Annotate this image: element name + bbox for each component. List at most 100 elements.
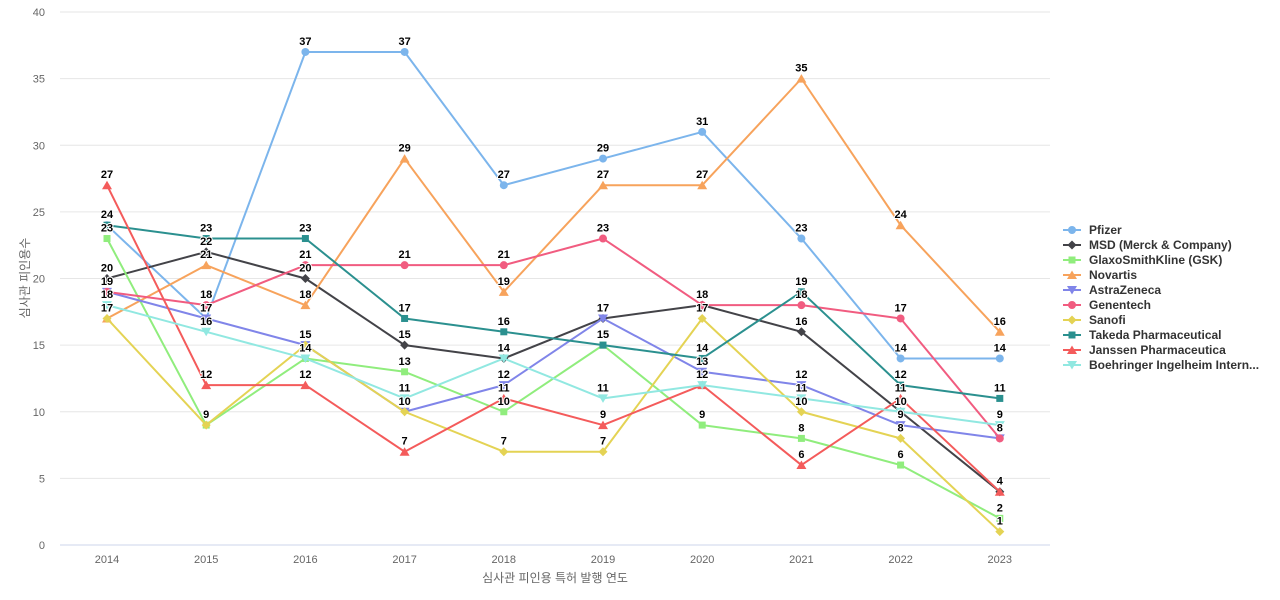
data-point-circle-icon[interactable] (599, 154, 607, 163)
data-point-circle-icon[interactable] (301, 47, 310, 56)
data-point-circle-icon[interactable] (698, 127, 707, 136)
data-point-square-icon[interactable] (103, 221, 111, 229)
data-point-triangle-down-icon[interactable] (498, 381, 509, 390)
data-point-diamond-icon[interactable] (796, 327, 806, 337)
series-line[interactable] (106, 237, 1001, 440)
data-point-triangle-icon[interactable] (994, 487, 1005, 496)
series-line[interactable] (106, 77, 1001, 333)
data-point-square-icon[interactable] (599, 341, 607, 349)
data-point-square-icon[interactable] (500, 408, 508, 416)
legend-item-boehringer-ingelheim-intern[interactable]: Boehringer Ingelheim Intern... (1062, 357, 1259, 372)
data-point-circle-icon[interactable] (400, 47, 409, 56)
data-point-triangle-icon[interactable] (498, 287, 509, 296)
data-point-square-icon[interactable] (301, 235, 309, 243)
data-point-circle-icon[interactable] (797, 234, 806, 243)
data-point-circle-icon[interactable] (202, 301, 211, 310)
data-point-triangle-down-icon[interactable] (697, 367, 708, 377)
data-point-triangle-icon[interactable] (201, 380, 212, 390)
data-point-circle-icon[interactable] (301, 261, 310, 270)
data-point-square-icon[interactable] (500, 328, 508, 336)
data-point-circle-icon[interactable] (896, 314, 905, 323)
data-point-diamond-icon[interactable] (796, 407, 806, 417)
data-point-diamond-icon[interactable] (201, 420, 211, 430)
data-point-diamond-icon[interactable] (896, 433, 906, 443)
data-point-triangle-down-icon[interactable] (102, 301, 112, 310)
data-point-triangle-icon[interactable] (300, 300, 311, 310)
legend-item-glaxosmithkline-gsk[interactable]: GlaxoSmithKline (GSK) (1062, 252, 1259, 267)
data-point-circle-icon[interactable] (499, 261, 508, 270)
data-point-circle-icon[interactable] (797, 301, 806, 310)
data-point-triangle-icon[interactable] (994, 327, 1005, 336)
data-point-square-icon[interactable] (103, 235, 111, 243)
series-line[interactable] (106, 184, 1001, 493)
data-point-triangle-down-icon[interactable] (201, 314, 212, 323)
data-point-diamond-icon[interactable] (300, 274, 310, 283)
legend-item-pfizer[interactable]: Pfizer (1062, 222, 1259, 237)
data-point-circle-icon[interactable] (698, 301, 707, 310)
data-point-square-icon[interactable] (698, 421, 706, 429)
data-point-diamond-icon[interactable] (400, 407, 410, 417)
legend-item-janssen-pharmaceutica[interactable]: Janssen Pharmaceutica (1062, 342, 1259, 357)
data-point-diamond-icon[interactable] (697, 313, 707, 323)
data-point-triangle-icon[interactable] (598, 180, 608, 190)
data-point-triangle-icon[interactable] (796, 460, 807, 470)
data-point-circle-icon[interactable] (896, 354, 905, 363)
data-point-square-icon[interactable] (996, 514, 1004, 522)
data-point-triangle-down-icon[interactable] (895, 421, 906, 430)
data-point-triangle-down-icon[interactable] (598, 314, 608, 323)
legend-item-sanofi[interactable]: Sanofi (1062, 312, 1259, 327)
data-point-square-icon[interactable] (797, 288, 805, 296)
data-point-square-icon[interactable] (996, 394, 1004, 402)
data-point-triangle-icon[interactable] (697, 180, 708, 190)
data-point-square-icon[interactable] (797, 434, 805, 442)
data-point-triangle-icon[interactable] (895, 393, 906, 403)
data-point-triangle-down-icon[interactable] (498, 354, 509, 363)
data-point-diamond-icon[interactable] (102, 313, 112, 323)
legend-item-takeda-pharmaceutical[interactable]: Takeda Pharmaceutical (1062, 327, 1259, 342)
data-point-triangle-down-icon[interactable] (399, 394, 410, 403)
data-point-square-icon[interactable] (202, 235, 210, 243)
data-point-triangle-down-icon[interactable] (994, 421, 1005, 430)
data-point-square-icon[interactable] (401, 368, 409, 376)
data-point-triangle-down-icon[interactable] (697, 381, 708, 390)
data-point-triangle-icon[interactable] (399, 447, 410, 456)
data-point-diamond-icon[interactable] (201, 247, 211, 257)
data-point-triangle-icon[interactable] (399, 154, 410, 163)
data-point-triangle-icon[interactable] (796, 74, 807, 83)
data-point-diamond-icon[interactable] (499, 447, 509, 457)
series-line[interactable] (106, 317, 1001, 533)
data-point-triangle-icon[interactable] (498, 393, 509, 403)
data-point-diamond-icon[interactable] (598, 447, 608, 457)
data-point-diamond-icon[interactable] (300, 340, 310, 350)
data-point-circle-icon[interactable] (400, 261, 409, 270)
data-point-circle-icon[interactable] (599, 234, 607, 243)
data-point-triangle-down-icon[interactable] (796, 394, 807, 403)
data-point-square-icon[interactable] (698, 354, 706, 362)
series-line[interactable] (106, 224, 1001, 400)
data-point-circle-icon[interactable] (103, 287, 111, 296)
data-point-circle-icon[interactable] (499, 181, 508, 190)
data-point-diamond-icon[interactable] (995, 527, 1005, 537)
data-point-square-icon[interactable] (897, 381, 905, 389)
legend-item-msd-merck-company[interactable]: MSD (Merck & Company) (1062, 237, 1259, 252)
data-point-triangle-down-icon[interactable] (895, 407, 906, 417)
data-point-triangle-down-icon[interactable] (598, 394, 608, 403)
data-point-triangle-down-icon[interactable] (201, 327, 212, 337)
data-point-triangle-down-icon[interactable] (796, 381, 807, 390)
data-point-square-icon[interactable] (401, 314, 409, 322)
data-point-triangle-icon[interactable] (102, 180, 112, 190)
series-line[interactable] (106, 50, 1001, 360)
data-point-triangle-icon[interactable] (201, 260, 212, 270)
series-line[interactable] (106, 304, 1001, 427)
data-point-triangle-icon[interactable] (598, 420, 608, 430)
data-point-diamond-icon[interactable] (400, 340, 410, 350)
data-point-triangle-icon[interactable] (895, 220, 906, 230)
legend-item-novartis[interactable]: Novartis (1062, 267, 1259, 282)
data-point-circle-icon[interactable] (995, 434, 1004, 443)
data-point-diamond-icon[interactable] (102, 274, 112, 283)
legend-item-astrazeneca[interactable]: AstraZeneca (1062, 282, 1259, 297)
legend-item-genentech[interactable]: Genentech (1062, 297, 1259, 312)
data-point-triangle-down-icon[interactable] (300, 354, 311, 363)
data-point-triangle-icon[interactable] (300, 380, 311, 390)
data-point-square-icon[interactable] (897, 461, 905, 469)
